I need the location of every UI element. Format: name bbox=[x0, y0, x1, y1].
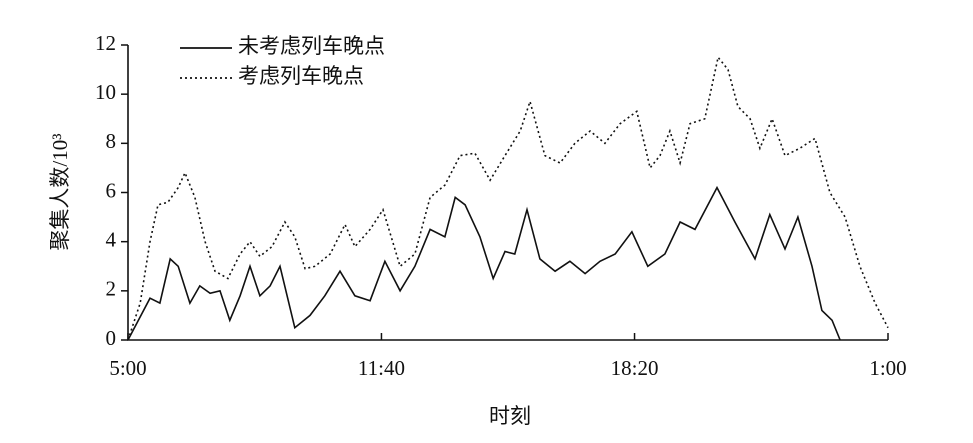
y-tick-label: 2 bbox=[106, 277, 117, 301]
y-axis-label: 聚集人数/10³ bbox=[48, 133, 72, 250]
line-series bbox=[127, 55, 889, 341]
x-axis-label: 时刻 bbox=[489, 404, 531, 428]
line-series bbox=[127, 185, 841, 341]
x-tick-label: 5:00 bbox=[109, 356, 146, 380]
y-tick-label: 8 bbox=[106, 129, 117, 153]
axes bbox=[127, 45, 888, 341]
y-tick-label: 4 bbox=[106, 227, 117, 251]
x-tick-label: 1:00 bbox=[869, 356, 906, 380]
y-tick-label: 0 bbox=[106, 326, 117, 350]
y-tick-label: 10 bbox=[95, 80, 116, 104]
x-tick-label: 18:20 bbox=[611, 356, 659, 380]
legend-label: 未考虑列车晚点 bbox=[238, 34, 385, 58]
legend-label: 考虑列车晚点 bbox=[238, 64, 364, 88]
x-tick-label: 11:40 bbox=[358, 356, 405, 380]
y-tick-label: 6 bbox=[106, 178, 117, 202]
y-tick-label: 12 bbox=[95, 31, 116, 55]
